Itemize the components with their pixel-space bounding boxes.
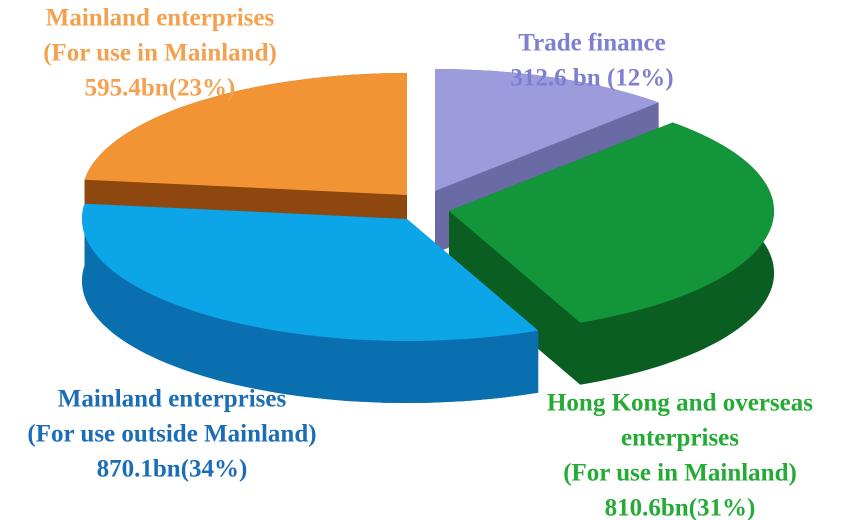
value-label: 870.1bn(34%) <box>97 456 248 483</box>
slice-top <box>449 122 774 323</box>
value-label: 312.6 bn (12%) <box>510 65 673 92</box>
value-label: 810.6bn(31%) <box>605 495 756 520</box>
slice-label: Trade finance <box>518 30 665 57</box>
slice-label: (For use in Mainland) <box>43 40 277 67</box>
slice-wall <box>449 211 581 385</box>
value-label: 595.4bn(23%) <box>85 75 236 102</box>
slice-label: Mainland enterprises <box>58 386 287 413</box>
slice-label: (For use in Mainland) <box>563 460 797 487</box>
slice-label: enterprises <box>621 425 739 452</box>
slice-label: Mainland enterprises <box>46 5 275 32</box>
slice-top <box>435 69 659 191</box>
slice-side <box>82 203 539 403</box>
slice-label: Hong Kong and overseas <box>547 390 813 417</box>
slice-top <box>84 73 407 195</box>
slice-top <box>82 203 539 341</box>
slice-label: (For use outside Mainland) <box>27 421 316 448</box>
